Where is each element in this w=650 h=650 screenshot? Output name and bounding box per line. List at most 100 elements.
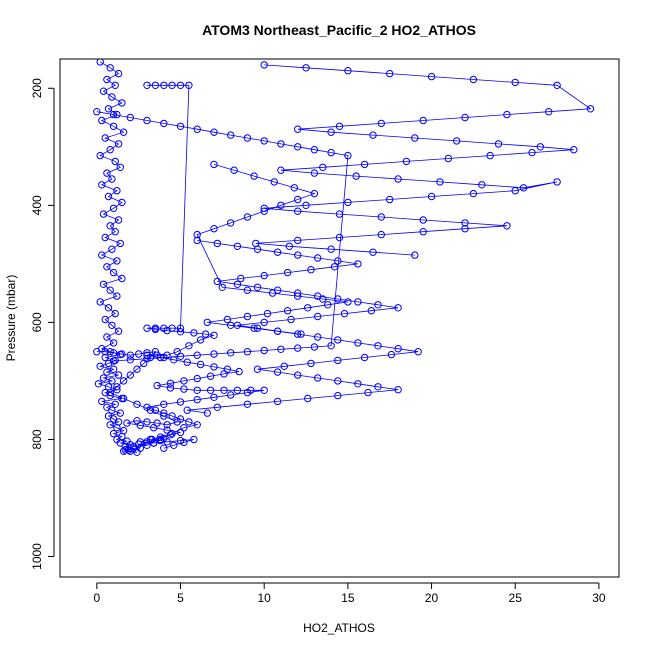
data-point <box>210 128 218 136</box>
data-point <box>213 277 222 286</box>
data-point <box>310 169 319 177</box>
data-point <box>277 166 285 174</box>
data-point <box>193 351 201 359</box>
data-point <box>124 446 133 454</box>
data-point <box>273 368 282 376</box>
data-point <box>545 108 553 116</box>
data-point <box>210 331 218 339</box>
x-tick-label: 0 <box>93 591 100 605</box>
data-point <box>210 393 218 401</box>
data-point <box>113 383 121 391</box>
data-point <box>126 113 135 122</box>
data-point <box>387 350 396 359</box>
data-point <box>193 125 201 133</box>
data-point <box>324 301 332 309</box>
data-point <box>494 140 503 148</box>
data-point <box>553 178 561 186</box>
data-point <box>168 429 176 438</box>
data-point <box>106 388 114 397</box>
data-point <box>126 371 135 379</box>
data-point <box>302 201 310 210</box>
data-point <box>377 119 385 128</box>
data-point <box>227 219 235 227</box>
data-point <box>168 412 176 420</box>
data-point <box>419 216 427 224</box>
data-point <box>160 119 168 128</box>
data-point <box>126 351 135 359</box>
data-point <box>201 330 210 338</box>
x-tick-label: 15 <box>341 591 355 605</box>
data-point <box>386 195 394 204</box>
data-point <box>364 388 372 397</box>
data-point <box>223 315 232 324</box>
data-point <box>176 324 185 332</box>
data-point <box>116 163 125 172</box>
x-tick-label: 25 <box>509 591 523 605</box>
data-point <box>352 172 360 180</box>
data-point <box>193 396 201 404</box>
y-axis-label: Pressure (mbar) <box>4 275 18 362</box>
data-point <box>570 146 578 154</box>
data-point <box>93 348 101 356</box>
data-point <box>230 166 238 174</box>
data-point <box>334 377 342 385</box>
data-point <box>253 283 262 291</box>
data-point <box>304 304 312 312</box>
data-point <box>103 263 111 271</box>
data-point <box>327 245 335 253</box>
data-point <box>118 99 126 107</box>
data-point <box>114 69 123 78</box>
data-point <box>277 345 285 353</box>
data-point <box>237 274 245 283</box>
data-point <box>206 372 215 380</box>
data-point <box>176 328 185 336</box>
data-point <box>233 280 242 288</box>
data-point <box>511 78 519 87</box>
data-point <box>119 377 128 385</box>
data-point <box>160 353 168 362</box>
data-point <box>294 344 302 352</box>
data-point <box>150 424 158 432</box>
data-point <box>319 295 327 303</box>
data-point <box>114 216 123 224</box>
data-point <box>394 175 402 183</box>
data-point <box>285 242 293 251</box>
data-point <box>553 81 561 90</box>
data-point <box>294 371 302 379</box>
series-5 <box>193 160 352 338</box>
y-tick-label: 600 <box>30 312 44 332</box>
data-point <box>235 367 243 376</box>
data-point <box>108 93 116 101</box>
data-point <box>99 210 108 218</box>
data-point <box>103 368 111 376</box>
data-point <box>536 143 544 151</box>
data-point <box>233 386 242 394</box>
series-line <box>255 64 592 256</box>
data-point <box>294 143 302 151</box>
data-point <box>344 198 352 207</box>
data-point <box>183 406 191 414</box>
data-point <box>243 286 252 294</box>
data-point <box>118 198 126 207</box>
data-point <box>243 348 252 356</box>
data-point <box>98 116 106 125</box>
data-point <box>185 342 193 350</box>
data-point <box>143 81 151 90</box>
series-0 <box>94 59 168 456</box>
data-point <box>314 333 322 341</box>
data-point <box>116 439 125 447</box>
data-point <box>210 363 218 371</box>
data-point <box>143 324 151 332</box>
data-point <box>263 309 272 318</box>
data-point <box>374 342 382 350</box>
data-point <box>210 160 218 169</box>
data-point <box>118 350 126 358</box>
data-point <box>210 225 218 233</box>
x-axis-label: HO2_ATHOS <box>303 621 375 635</box>
data-point <box>96 59 104 66</box>
data-point <box>220 370 228 378</box>
data-point <box>344 298 352 306</box>
data-point <box>223 365 232 373</box>
data-point <box>227 131 235 139</box>
